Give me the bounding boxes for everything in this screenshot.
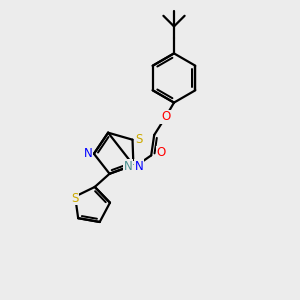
Text: N: N: [124, 160, 133, 173]
Text: O: O: [156, 146, 165, 160]
Text: N: N: [134, 160, 143, 173]
Text: N: N: [84, 147, 93, 160]
Text: H: H: [129, 161, 137, 171]
Text: S: S: [135, 133, 142, 146]
Text: O: O: [161, 110, 170, 124]
Text: S: S: [71, 191, 78, 205]
